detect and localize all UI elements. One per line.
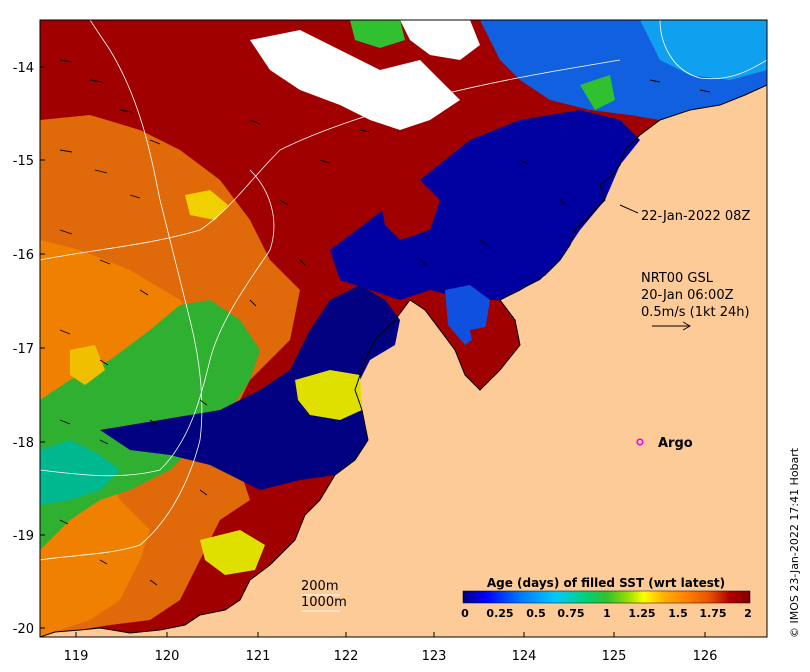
date-annotation: 22-Jan-2022 08Z xyxy=(641,209,750,224)
y-tick-label: -14 xyxy=(13,61,34,76)
y-tick-label: -20 xyxy=(13,622,34,637)
colorbar-title: Age (days) of filled SST (wrt latest) xyxy=(487,576,725,590)
contour-200m-label: 200m xyxy=(301,579,338,594)
y-tick-label: -17 xyxy=(13,342,34,357)
navy-north-region xyxy=(330,110,640,300)
x-tick-label: 122 xyxy=(334,649,359,664)
wind-scale-arrow-icon xyxy=(652,321,691,331)
x-tick-label: 126 xyxy=(693,649,718,664)
y-tick-label: -18 xyxy=(13,436,34,451)
contour-1000m xyxy=(40,20,203,561)
yellow-patch xyxy=(185,190,228,220)
colorbar-tick-label: 1.25 xyxy=(628,607,655,620)
contour-1000m xyxy=(659,20,767,80)
wind-scale-label: 0.5m/s (1kt 24h) xyxy=(641,305,750,320)
contour-200m xyxy=(40,169,275,477)
yellow-patch xyxy=(70,345,105,385)
x-tick-label: 121 xyxy=(246,649,271,664)
x-tick-label: 120 xyxy=(155,649,180,664)
contour-1000m-label: 1000m xyxy=(301,595,347,610)
y-tick-label: -16 xyxy=(13,248,34,263)
x-tick-label: 123 xyxy=(422,649,447,664)
coastline xyxy=(40,84,767,637)
map-plot-area xyxy=(40,20,767,637)
colorbar-tick-label: 1 xyxy=(603,607,611,620)
lightblue-patch xyxy=(640,20,767,80)
cloud-gap xyxy=(250,30,460,130)
colorbar-gradient xyxy=(462,590,751,604)
y-tick-label: -19 xyxy=(13,529,34,544)
green-ne-patch xyxy=(580,75,615,110)
y-tick-label: -15 xyxy=(13,154,34,169)
colorbar-tick-label: 1.5 xyxy=(668,607,688,620)
green-north-patch xyxy=(350,20,405,48)
colorbar-tick-label: 2 xyxy=(744,607,752,620)
red-delta-patch xyxy=(470,325,510,365)
x-tick-label: 124 xyxy=(512,649,537,664)
argo-label: Argo xyxy=(658,436,693,451)
wind-title: NRT00 GSL xyxy=(641,271,714,286)
navy-region xyxy=(100,285,400,490)
red-mid-patch xyxy=(380,180,440,240)
colorbar-tick-label: 0.5 xyxy=(526,607,546,620)
colorbar-tick-label: 1.75 xyxy=(699,607,726,620)
colorbar: Age (days) of filled SST (wrt latest) 0 … xyxy=(461,576,752,620)
colorbar-tick-label: 0.25 xyxy=(486,607,513,620)
yellow-patch xyxy=(200,530,265,575)
argo-marker-icon xyxy=(636,438,644,446)
contour-200m xyxy=(40,59,621,261)
colorbar-tick-label: 0.75 xyxy=(557,607,584,620)
wind-time: 20-Jan 06:00Z xyxy=(641,288,734,303)
wind-vectors xyxy=(59,59,711,586)
x-tick-label: 125 xyxy=(602,649,627,664)
credit-text: © IMOS 23-Jan-2022 17:41 Hobart xyxy=(788,447,801,638)
yellow-patch xyxy=(295,370,362,420)
plot-frame xyxy=(39,19,768,638)
axis-ticks xyxy=(40,66,706,637)
x-tick-label: 119 xyxy=(64,649,89,664)
cloud-gap xyxy=(400,20,480,60)
teal-patch xyxy=(40,440,120,505)
date-pointer-line xyxy=(619,204,639,214)
colorbar-tick-label: 0 xyxy=(461,607,469,620)
